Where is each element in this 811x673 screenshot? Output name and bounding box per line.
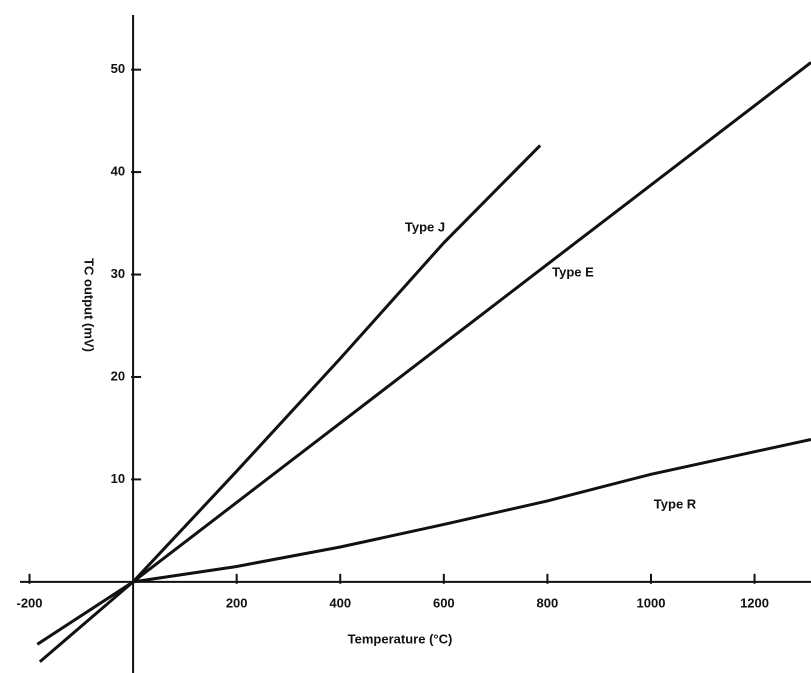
y-tick-label: 30 [111, 266, 125, 281]
series-line [38, 61, 811, 663]
y-tick-label: 10 [111, 471, 125, 486]
x-tick-label: 1000 [637, 595, 666, 610]
series-label: Type E [552, 264, 594, 279]
x-tick-label: 1200 [740, 595, 769, 610]
x-axis-title: Temperature (°C) [348, 631, 453, 646]
x-tick-label: -200 [17, 595, 43, 610]
y-tick-label: 40 [111, 164, 125, 179]
x-tick-label: 200 [226, 595, 248, 610]
series-line [132, 437, 811, 584]
series-label: Type R [654, 496, 697, 511]
y-axis-title: TC output (mV) [82, 258, 97, 352]
x-tick-label: 600 [433, 595, 455, 610]
x-tick-label: 800 [537, 595, 559, 610]
series-label: Type J [405, 219, 445, 234]
x-tick-label: 400 [329, 595, 351, 610]
y-tick-label: 20 [111, 368, 125, 383]
series-line [36, 144, 542, 646]
y-tick-label: 50 [111, 61, 125, 76]
